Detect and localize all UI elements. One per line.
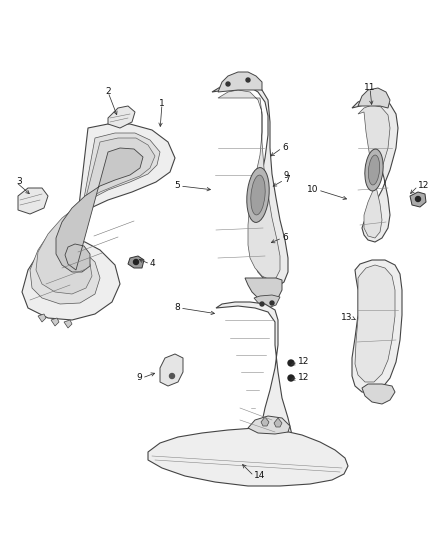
Polygon shape xyxy=(362,384,395,404)
Polygon shape xyxy=(22,124,175,320)
Polygon shape xyxy=(218,90,280,280)
Circle shape xyxy=(170,374,174,378)
Text: 1: 1 xyxy=(159,100,165,109)
Polygon shape xyxy=(358,88,390,108)
Polygon shape xyxy=(358,105,390,238)
Text: 12: 12 xyxy=(298,358,309,367)
Text: 5: 5 xyxy=(174,182,180,190)
Polygon shape xyxy=(56,148,143,272)
Text: 6: 6 xyxy=(282,143,288,152)
Text: 10: 10 xyxy=(307,185,318,195)
Text: 2: 2 xyxy=(105,87,111,96)
Ellipse shape xyxy=(251,175,265,215)
Polygon shape xyxy=(248,416,290,434)
Polygon shape xyxy=(148,428,348,486)
Polygon shape xyxy=(36,138,155,294)
Polygon shape xyxy=(108,106,135,128)
Polygon shape xyxy=(410,192,426,207)
Circle shape xyxy=(260,302,264,306)
Polygon shape xyxy=(261,417,269,426)
Ellipse shape xyxy=(365,149,383,191)
Polygon shape xyxy=(352,260,402,393)
Circle shape xyxy=(288,360,294,366)
Polygon shape xyxy=(212,84,288,286)
Circle shape xyxy=(226,82,230,86)
Text: 12: 12 xyxy=(298,374,309,383)
Polygon shape xyxy=(216,302,292,456)
Polygon shape xyxy=(252,450,286,470)
Text: 9: 9 xyxy=(136,374,142,383)
Polygon shape xyxy=(254,295,280,308)
Circle shape xyxy=(246,78,250,82)
Polygon shape xyxy=(18,188,48,214)
Circle shape xyxy=(288,375,294,381)
Text: 12: 12 xyxy=(418,182,429,190)
Polygon shape xyxy=(30,133,160,304)
Text: 14: 14 xyxy=(254,472,265,481)
Circle shape xyxy=(134,260,138,264)
Polygon shape xyxy=(352,98,398,242)
Text: 4: 4 xyxy=(150,260,155,269)
Text: 9: 9 xyxy=(284,172,289,181)
Polygon shape xyxy=(274,418,282,427)
Text: 7: 7 xyxy=(284,175,290,184)
Polygon shape xyxy=(160,354,183,386)
Polygon shape xyxy=(218,72,262,92)
Circle shape xyxy=(416,197,420,201)
Text: 6: 6 xyxy=(282,233,288,243)
Text: 11: 11 xyxy=(364,84,376,93)
Polygon shape xyxy=(355,265,395,382)
Circle shape xyxy=(270,301,274,305)
Ellipse shape xyxy=(368,155,380,185)
Text: 8: 8 xyxy=(174,303,180,312)
Text: 13: 13 xyxy=(340,313,352,322)
Ellipse shape xyxy=(247,167,269,222)
Text: 3: 3 xyxy=(16,177,22,187)
Polygon shape xyxy=(245,278,282,302)
Polygon shape xyxy=(51,318,59,326)
Polygon shape xyxy=(128,256,144,268)
Polygon shape xyxy=(38,314,46,322)
Polygon shape xyxy=(64,320,72,328)
